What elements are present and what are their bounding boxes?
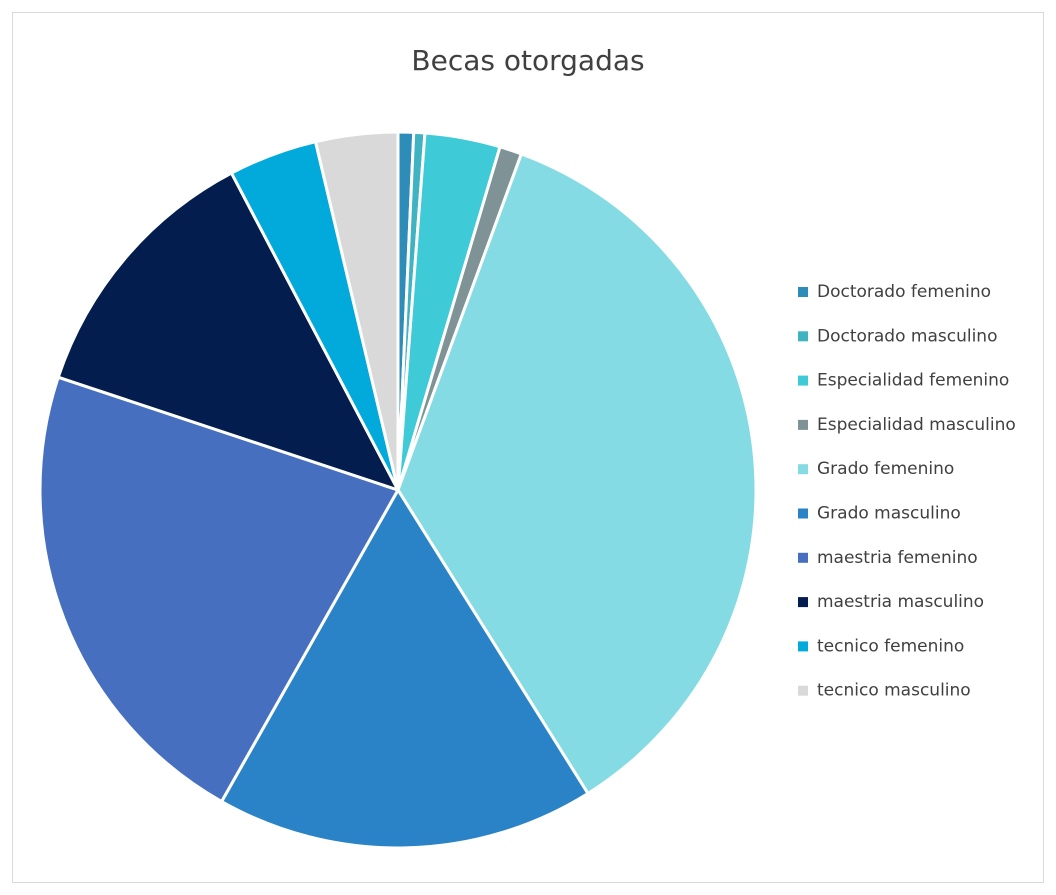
- pie-slice: [396, 152, 758, 795]
- legend-label: Grado masculino: [817, 504, 961, 524]
- legend-swatch: [798, 464, 808, 475]
- legend-label: Grado femenino: [817, 459, 954, 479]
- legend-swatch: [798, 685, 808, 696]
- pie-slice: [314, 130, 400, 492]
- legend-label: maestria femenino: [817, 548, 978, 568]
- chart-title: Becas otorgadas: [411, 44, 644, 77]
- legend-label: tecnico masculino: [817, 681, 971, 701]
- legend-label: Especialidad masculino: [817, 415, 1016, 435]
- legend-label: tecnico femenino: [817, 636, 964, 656]
- pie-slice: [220, 488, 590, 850]
- legend-label: Especialidad femenino: [817, 371, 1009, 391]
- pie-slice: [38, 375, 400, 804]
- legend-swatch: [798, 287, 808, 297]
- legend-label: Doctorado femenino: [817, 282, 991, 302]
- legend-label: Doctorado masculino: [817, 326, 997, 346]
- pie-slice: [56, 171, 400, 492]
- legend-swatch: [798, 331, 808, 342]
- legend-swatch: [798, 419, 808, 430]
- legend-swatch: [798, 552, 808, 563]
- legend-label: maestria masculino: [817, 592, 984, 612]
- legend-swatch: [798, 597, 808, 608]
- legend-swatch: [798, 375, 808, 386]
- legend-swatch: [798, 508, 808, 519]
- legend-swatch: [798, 641, 808, 652]
